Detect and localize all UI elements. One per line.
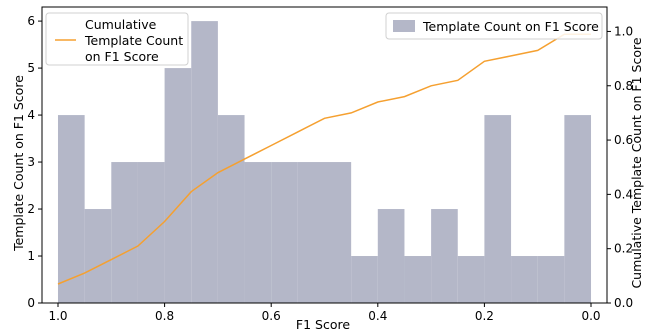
axes — [41, 6, 608, 304]
x-tick-label: 0.0 — [581, 309, 600, 323]
legend-right-frame — [385, 12, 603, 40]
histogram-bar — [271, 162, 298, 303]
histogram-bar — [457, 256, 485, 303]
histogram-bar — [377, 209, 405, 303]
y-axis-left-label: Template Count on F1 Score — [11, 75, 26, 252]
y-right-tick-label: 0.6 — [614, 133, 633, 147]
x-tick-label: 0.8 — [155, 309, 174, 323]
histogram-bar — [164, 68, 192, 303]
plot-frame — [41, 6, 608, 304]
histogram-bar — [137, 162, 165, 303]
histogram-bar — [111, 162, 138, 303]
legend-line-label-1: Cumulative — [85, 17, 157, 32]
y-left-tick-label: 0 — [27, 296, 35, 310]
y-right-tick-label: 0.0 — [614, 296, 633, 310]
cumulative-line-layer — [57, 33, 591, 285]
y-left-tick-label: 2 — [27, 202, 35, 216]
y-left-tick-label: 5 — [27, 61, 35, 75]
y-left-tick-label: 3 — [27, 155, 35, 169]
y-right-tick-label: 0.8 — [614, 79, 633, 93]
histogram-bar — [217, 115, 245, 303]
histogram-bar — [191, 21, 218, 303]
histogram-bar — [324, 162, 352, 303]
legend-left-frame — [45, 12, 189, 66]
legend-right: Template Count on F1 Score — [385, 12, 603, 40]
y-right-tick-label: 0.2 — [614, 242, 633, 256]
histogram-bar — [297, 162, 325, 303]
histogram-bar — [84, 209, 112, 303]
ticks: 1.0 0.8 0.6 0.4 0.2 0.0 0 1 2 3 4 5 6 0.0 0.2 0.4 0.6 0.8… — [27, 14, 633, 323]
histogram-bar — [431, 209, 458, 303]
x-tick-label: 0.4 — [368, 309, 387, 323]
y-right-tick-label: 1.0 — [614, 24, 633, 38]
histogram-bar — [244, 162, 272, 303]
histogram-bar — [564, 115, 592, 303]
cumulative-line — [57, 33, 591, 285]
histogram-bar — [511, 256, 538, 303]
y-left-tick-label: 6 — [27, 14, 35, 28]
histogram-bars — [57, 21, 592, 303]
legend-left: Cumulative Template Count on F1 Score — [45, 12, 189, 66]
histogram-bar — [57, 115, 85, 303]
histogram-bar — [351, 256, 378, 303]
x-axis-label: F1 Score — [296, 317, 350, 332]
legend-bar-swatch — [393, 20, 415, 32]
y-axis-right-label: Cumulative Template Count on F1 Score — [629, 37, 644, 288]
x-tick-label: 0.2 — [475, 309, 494, 323]
x-tick-label: 1.0 — [48, 309, 67, 323]
histogram-bar — [537, 256, 565, 303]
y-left-tick-label: 4 — [27, 108, 35, 122]
y-left-tick-label: 1 — [27, 249, 35, 263]
legend-bar-label: Template Count on F1 Score — [422, 19, 599, 34]
histogram-bar — [484, 115, 512, 303]
legend-line-label-2: Template Count — [84, 33, 183, 48]
x-tick-label: 0.6 — [262, 309, 281, 323]
y-right-tick-label: 0.4 — [614, 187, 633, 201]
legend-line-label-3: on F1 Score — [85, 49, 159, 64]
histogram-bar — [404, 256, 432, 303]
